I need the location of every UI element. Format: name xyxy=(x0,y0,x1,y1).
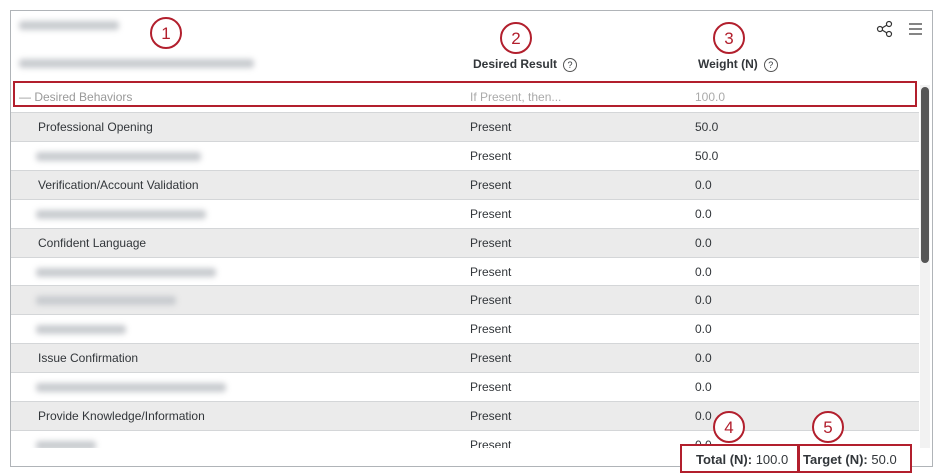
blurred-name xyxy=(36,296,176,306)
target-box: Target (N): 50.0 xyxy=(798,444,912,473)
total-label: Total (N): xyxy=(696,452,753,467)
toolbar-icons[interactable] xyxy=(875,19,925,41)
target: Target (N): 50.0 xyxy=(803,452,897,467)
blurred-name xyxy=(36,209,206,219)
blurred-name xyxy=(36,151,201,161)
row-name: Issue Confirmation xyxy=(38,351,139,366)
blurred-name xyxy=(36,267,216,277)
row-weight: 50.0 xyxy=(695,148,719,163)
row-weight: 0.0 xyxy=(695,380,712,395)
row-name: Confident Language xyxy=(38,235,147,250)
row-result: Present xyxy=(470,322,512,337)
row-result: Present xyxy=(470,235,512,250)
header-text: Desired Result xyxy=(473,57,558,71)
row-result: Present xyxy=(470,437,512,448)
blurred-subtitle xyxy=(19,59,254,68)
row-weight: 0.0 xyxy=(695,293,712,308)
column-header: Desired Result? xyxy=(473,57,578,72)
table-row[interactable]: Present 0.0 xyxy=(11,314,919,344)
column-header: Weight (N)? xyxy=(698,57,778,72)
row-result: Present xyxy=(470,293,512,308)
row-result: Present xyxy=(470,177,512,192)
help-icon[interactable]: ? xyxy=(763,58,778,72)
total-box: Total (N): 100.0 xyxy=(680,444,799,473)
table-row[interactable]: Professional Opening Present 50.0 xyxy=(11,112,919,141)
table-panel: Desired Result? Weight (N)? — Desired Be… xyxy=(10,10,933,467)
row-weight: 50.0 xyxy=(695,120,719,134)
row-weight: 0.0 xyxy=(695,177,712,192)
row-result: Present xyxy=(470,264,512,279)
target-label: Target (N): xyxy=(803,452,868,467)
table-row[interactable]: Present 0.0 xyxy=(11,429,919,448)
table-row[interactable]: Present 0.0 xyxy=(11,372,919,402)
row-result: Present xyxy=(470,380,512,395)
row-weight: 0.0 xyxy=(695,206,712,221)
row-weight: 0.0 xyxy=(695,322,712,337)
row-result: Present xyxy=(470,409,512,423)
total-value: 100.0 xyxy=(755,452,789,467)
row-result: Present xyxy=(470,120,512,134)
header-text: Weight (N) xyxy=(698,57,758,71)
table-row[interactable]: Confident Language Present 0.0 xyxy=(11,227,919,257)
row-weight: 0.0 xyxy=(695,437,712,448)
group-name: — Desired Behaviors xyxy=(19,90,133,104)
help-icon[interactable]: ? xyxy=(563,58,578,72)
table-row[interactable]: Present 50.0 xyxy=(11,140,919,170)
blurred-name xyxy=(36,383,226,393)
row-name: Verification/Account Validation xyxy=(38,177,199,192)
table-row[interactable]: Issue Confirmation Present 0.0 xyxy=(11,343,919,373)
group-weight: 100.0 xyxy=(695,90,726,104)
target-value: 50.0 xyxy=(871,452,897,467)
row-weight: 0.0 xyxy=(695,235,712,250)
rows: Professional Opening Present 50.0 Present 50… xyxy=(11,112,919,448)
table-row[interactable]: Present 0.0 xyxy=(11,256,919,286)
table-row[interactable]: Provide Knowledge/Information Present 0.0 xyxy=(11,401,919,430)
scrollbar[interactable] xyxy=(920,85,930,448)
row-name: Professional Opening xyxy=(38,120,153,134)
table-row[interactable]: Verification/Account Validation Present 0.… xyxy=(11,169,919,199)
row-result: Present xyxy=(470,206,512,221)
group-name-text: Desired Behaviors xyxy=(34,90,133,104)
table-row[interactable]: Present 0.0 xyxy=(11,198,919,228)
table-row[interactable]: Present 0.0 xyxy=(11,285,919,315)
group-result: If Present, then... xyxy=(470,90,562,104)
blurred-name xyxy=(36,325,126,335)
group-row[interactable]: — Desired Behaviors If Present, then... … xyxy=(11,83,919,112)
row-name: Provide Knowledge/Information xyxy=(38,409,205,423)
row-weight: 0.0 xyxy=(695,409,712,423)
blurred-name xyxy=(36,440,96,448)
scroll-thumb[interactable] xyxy=(921,87,929,263)
row-result: Present xyxy=(470,351,512,366)
row-weight: 0.0 xyxy=(695,351,712,366)
highlight-box xyxy=(13,81,917,107)
total: Total (N): 100.0 xyxy=(696,452,788,467)
row-weight: 0.0 xyxy=(695,264,712,279)
row-result: Present xyxy=(470,148,512,163)
blurred-title xyxy=(19,21,119,30)
